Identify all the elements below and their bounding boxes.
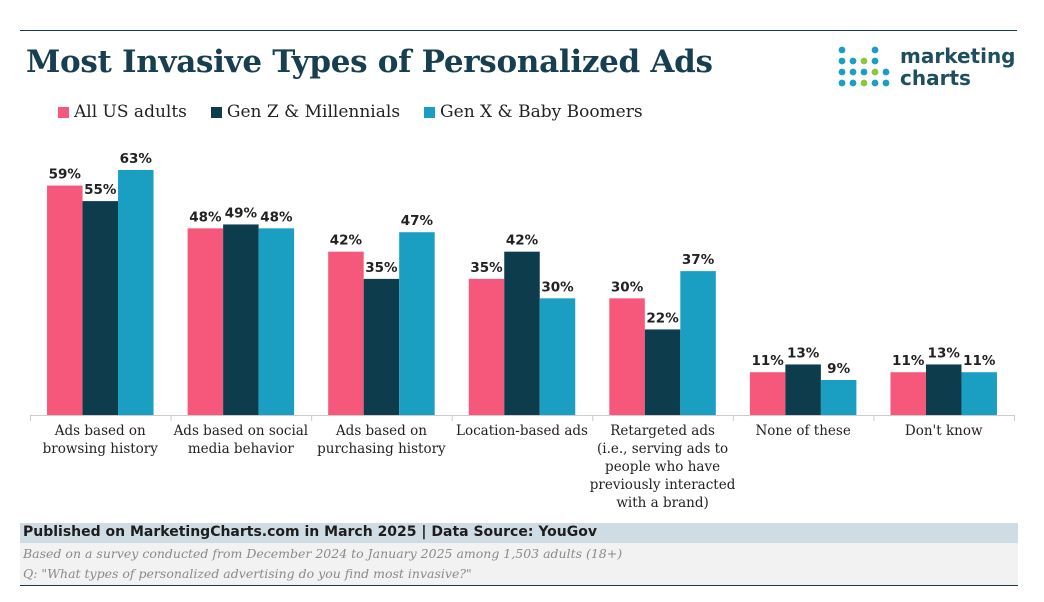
category-label-0-line-1: browsing history <box>43 441 159 457</box>
bar-gen-x-baby-boomers-1 <box>258 228 295 415</box>
bar-gen-z-millennials-4 <box>644 329 681 415</box>
data-label-gen-z-millennials-6: 13% <box>928 345 961 361</box>
legend-item-gen-z-millennials: Gen Z & Millennials <box>210 102 401 122</box>
data-label-gen-x-baby-boomers-1: 48% <box>260 209 293 225</box>
bar-all-us-adults-0 <box>47 185 83 415</box>
footer-published-bar: Published on MarketingCharts.com in Marc… <box>20 523 1018 543</box>
category-label-0-line-0: Ads based on <box>54 423 146 439</box>
data-label-gen-x-baby-boomers-0: 63% <box>120 151 153 167</box>
bar-gen-x-baby-boomers-2 <box>399 232 435 415</box>
data-label-all-us-adults-3: 35% <box>470 260 503 276</box>
logo-text: marketing charts <box>900 45 1016 89</box>
bar-all-us-adults-2 <box>328 251 364 415</box>
category-label-1-line-1: media behavior <box>188 441 295 457</box>
bar-gen-z-millennials-2 <box>363 278 400 415</box>
category-label-4-line-4: with a brand) <box>616 495 708 511</box>
data-label-gen-z-millennials-3: 42% <box>506 233 539 249</box>
legend: All US adults Gen Z & Millennials Gen X … <box>58 101 667 123</box>
category-label-5-line-0: None of these <box>755 423 850 439</box>
data-label-gen-x-baby-boomers-5: 9% <box>827 361 850 377</box>
marketingcharts-logo: marketing charts <box>836 44 1018 96</box>
footer-published-text: Published on MarketingCharts.com in Marc… <box>23 524 597 540</box>
category-label-2-line-0: Ads based on <box>335 423 427 439</box>
chart-title: Most Invasive Types of Personalized Ads <box>26 44 713 80</box>
category-label-4-line-1: (i.e., serving ads to <box>597 441 728 457</box>
bar-gen-z-millennials-6 <box>925 364 962 415</box>
logo-line-2: charts <box>900 66 971 90</box>
legend-label-gen-x-baby-boomers: Gen X & Baby Boomers <box>440 102 643 122</box>
data-label-gen-x-baby-boomers-3: 30% <box>541 279 574 295</box>
logo-dots-icon <box>838 46 890 87</box>
bar-all-us-adults-5 <box>749 372 786 415</box>
legend-item-all-us-adults: All US adults <box>58 102 187 122</box>
footer-survey-note: Based on a survey conducted from Decembe… <box>23 546 623 561</box>
logo-line-1: marketing <box>900 44 1016 68</box>
category-label-4-line-3: previously interacted <box>590 477 736 493</box>
data-label-all-us-adults-5: 11% <box>751 353 784 369</box>
data-label-gen-x-baby-boomers-4: 37% <box>682 252 715 268</box>
bar-gen-x-baby-boomers-5 <box>820 380 857 415</box>
category-label-6-line-0: Don't know <box>905 423 983 439</box>
data-label-all-us-adults-2: 42% <box>330 233 363 249</box>
data-label-gen-z-millennials-4: 22% <box>646 310 679 326</box>
bar-all-us-adults-6 <box>890 372 926 415</box>
bar-gen-x-baby-boomers-6 <box>961 372 997 415</box>
bar-gen-x-baby-boomers-3 <box>539 298 576 415</box>
data-label-gen-x-baby-boomers-6: 11% <box>963 353 996 369</box>
data-label-all-us-adults-0: 59% <box>49 167 82 183</box>
category-label-2-line-1: purchasing history <box>317 441 446 457</box>
data-label-gen-x-baby-boomers-2: 47% <box>401 213 434 229</box>
bar-gen-z-millennials-3 <box>504 251 540 415</box>
data-label-gen-z-millennials-1: 49% <box>225 205 258 221</box>
data-label-gen-z-millennials-2: 35% <box>365 260 398 276</box>
category-label-3-line-0: Location-based ads <box>456 423 588 439</box>
bar-gen-z-millennials-1 <box>223 224 259 415</box>
bar-all-us-adults-4 <box>609 298 645 415</box>
bar-gen-x-baby-boomers-4 <box>680 271 716 415</box>
category-label-1-line-0: Ads based on social <box>173 423 309 439</box>
data-label-all-us-adults-1: 48% <box>189 209 222 225</box>
legend-label-all-us-adults: All US adults <box>74 102 187 122</box>
bar-all-us-adults-1 <box>187 228 224 415</box>
top-rule <box>20 30 1017 31</box>
data-label-all-us-adults-4: 30% <box>611 279 644 295</box>
bar-gen-x-baby-boomers-0 <box>118 170 154 415</box>
footer-question-note: Q: "What types of personalized advertisi… <box>23 566 472 581</box>
bar-gen-z-millennials-5 <box>785 364 821 415</box>
category-label-4-line-2: people who have <box>605 459 720 475</box>
legend-label-gen-z-millennials: Gen Z & Millennials <box>226 102 401 122</box>
bar-all-us-adults-3 <box>468 278 505 415</box>
legend-swatch-gen-x-baby-boomers <box>424 106 436 118</box>
category-label-4-line-0: Retargeted ads <box>610 423 715 439</box>
legend-swatch-gen-z-millennials <box>210 106 222 118</box>
footer-notes: Based on a survey conducted from Decembe… <box>20 543 1018 586</box>
bar-chart: 59%55%63% Ads based on browsing history 48%… <box>30 151 1015 511</box>
legend-item-gen-x-baby-boomers: Gen X & Baby Boomers <box>424 102 643 122</box>
data-label-gen-z-millennials-5: 13% <box>787 345 820 361</box>
data-label-all-us-adults-6: 11% <box>892 353 925 369</box>
data-label-gen-z-millennials-0: 55% <box>84 182 117 198</box>
legend-swatch-all-us-adults <box>58 106 69 118</box>
bar-gen-z-millennials-0 <box>82 201 119 415</box>
